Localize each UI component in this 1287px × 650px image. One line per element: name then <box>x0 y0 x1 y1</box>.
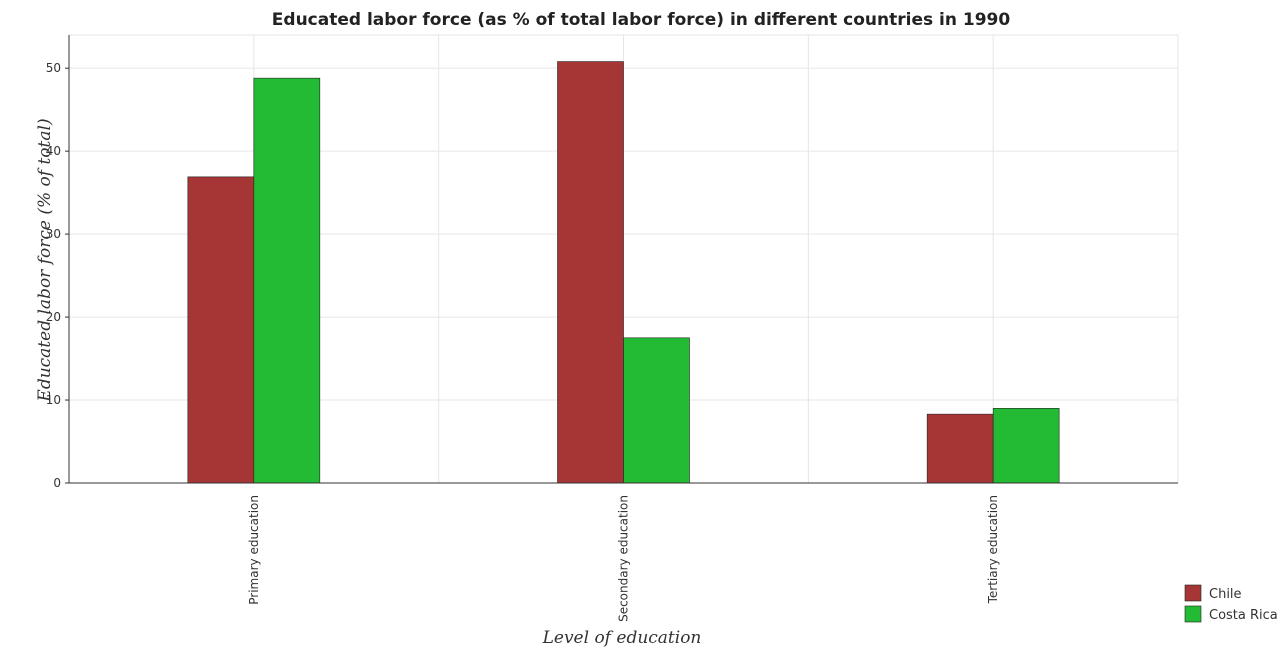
y-tick-label: 50 <box>46 61 61 75</box>
chart-title: Educated labor force (as % of total labo… <box>272 10 1011 30</box>
y-tick-label: 0 <box>53 476 61 490</box>
x-tick-label: Secondary education <box>617 495 631 622</box>
legend-swatch-chile <box>1184 584 1202 602</box>
bar-costa-rica <box>992 408 1060 484</box>
bar-chile <box>926 413 994 484</box>
y-axis-label: Educated labor force (% of total) <box>35 118 55 402</box>
y-tick-label: 20 <box>46 310 61 324</box>
y-tick-label: 10 <box>46 393 61 407</box>
y-tick-label: 30 <box>46 227 61 241</box>
legend-swatch-costa-rica <box>1184 605 1202 623</box>
x-axis-label: Level of education <box>542 628 702 648</box>
legend-label-chile: Chile <box>1209 587 1242 602</box>
bars <box>187 61 1060 484</box>
legend-label-costa-rica: Costa Rica <box>1209 608 1278 623</box>
legend: Chile Costa Rica <box>1184 584 1278 623</box>
bar-costa-rica <box>253 77 321 484</box>
x-tick-label: Tertiary education <box>986 495 1000 604</box>
y-tick-label: 40 <box>46 144 61 158</box>
bar-costa-rica <box>623 337 690 484</box>
bar-chile <box>187 176 255 484</box>
bar-chile <box>557 61 624 484</box>
axes: 0 10 20 30 40 50 Primary education Secondary ed… <box>46 35 1178 622</box>
x-tick-label: Primary education <box>247 495 261 605</box>
